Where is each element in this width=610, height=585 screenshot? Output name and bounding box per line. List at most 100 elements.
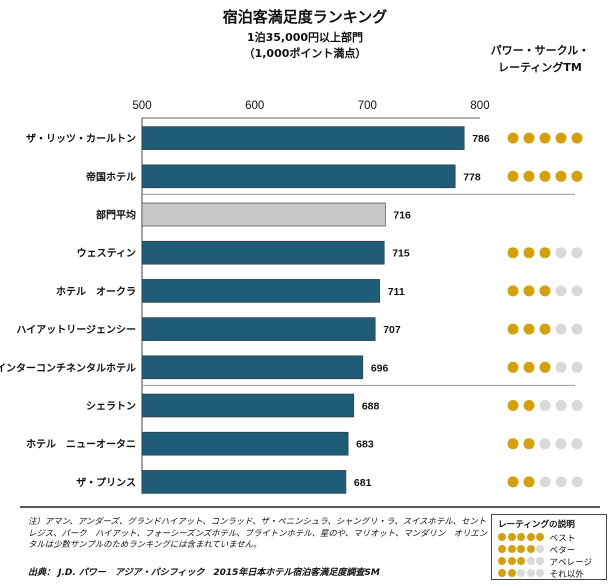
- legend-dot: [526, 556, 535, 565]
- rating-dot: [555, 247, 567, 259]
- rating-dot: [555, 285, 567, 297]
- rating-dot: [507, 361, 519, 373]
- bar: [141, 393, 355, 418]
- legend-row-other: それ以外: [498, 568, 584, 580]
- rating-dot: [507, 400, 519, 411]
- legend-dots-better: [498, 544, 546, 556]
- rating-dot: [539, 247, 551, 259]
- rating-dot: [539, 170, 551, 182]
- rating-dot: [555, 476, 567, 488]
- category-label: ホテル ニューオータニ: [26, 439, 136, 451]
- rating-dot: [571, 132, 583, 144]
- legend-row-better: ベター: [498, 544, 575, 556]
- bar: [141, 279, 381, 303]
- legend-dots-other: [498, 568, 546, 580]
- legend-dot: [536, 556, 544, 565]
- category-label: 部門平均: [96, 209, 136, 222]
- rating-dot: [539, 323, 551, 335]
- rating-dot: [539, 285, 551, 297]
- rating-dot: [523, 438, 535, 450]
- bar: [141, 431, 349, 456]
- category-label: シェラトン: [86, 401, 136, 413]
- data-label: 707: [383, 324, 401, 336]
- legend-dot: [517, 544, 525, 553]
- chart-title: 宿泊客満足度ランキング: [222, 8, 388, 26]
- category-label: インターコンチネンタルホテル: [0, 362, 136, 374]
- rating-dot: [571, 285, 583, 297]
- rating-dot: [571, 476, 583, 488]
- rating-dot: [523, 247, 535, 259]
- data-label: 786: [472, 133, 490, 145]
- rating-dot: [539, 400, 551, 411]
- x-tick-label: 700: [358, 100, 377, 112]
- data-label: 681: [354, 477, 372, 489]
- x-tick-label: 800: [470, 100, 489, 112]
- rating-dot: [523, 170, 535, 182]
- rating-dot: [507, 438, 519, 450]
- chart-subtitle: 1泊35,000円以上部門: [246, 31, 364, 44]
- rating-dot: [507, 247, 519, 259]
- x-tick-label: 600: [245, 100, 264, 112]
- data-label: 683: [356, 439, 374, 451]
- rating-dot: [539, 361, 551, 373]
- rating-dot: [539, 476, 551, 488]
- rating-dot: [507, 476, 519, 488]
- rating-dot: [555, 438, 567, 450]
- legend-dot: [498, 532, 506, 541]
- rating-dot: [507, 170, 519, 182]
- rating-dot: [523, 400, 535, 411]
- legend-dot: [507, 556, 516, 565]
- category-label: ハイアットリージェンシー: [16, 324, 136, 336]
- rating-dot: [523, 361, 535, 373]
- rating-dot: [523, 476, 535, 488]
- legend-dot: [526, 544, 535, 553]
- bar: [141, 470, 347, 494]
- legend-dot: [517, 568, 525, 577]
- legend-label-average: アベレージ: [549, 558, 593, 568]
- data-label: 688: [362, 401, 380, 413]
- bar-chart: 500 600 700 800 ザ・リッツ・カールトン 786 帝国ホテル 778 部門平均 71…: [0, 100, 600, 508]
- legend-dot: [536, 532, 544, 541]
- rating-dot: [571, 361, 583, 373]
- rating-dot: [507, 285, 519, 297]
- category-label: 帝国ホテル: [86, 170, 136, 183]
- category-label: ホテル オークラ: [56, 286, 136, 298]
- legend-row-average: アベレージ: [498, 556, 592, 568]
- category-label: ザ・プリンス: [76, 476, 136, 489]
- bar: [141, 164, 456, 189]
- rating-dot: [523, 285, 535, 297]
- power-circle-title-line1: パワー・サークル・: [490, 44, 590, 57]
- bar: [141, 240, 385, 265]
- power-circle-rating-title: パワー・サークル・ レーティングTM: [480, 42, 600, 76]
- legend-dots-average: [498, 556, 546, 568]
- chart-subtitle-points: （1,000ポイント満点）: [243, 47, 367, 60]
- bar: [141, 355, 364, 380]
- rating-dot: [523, 323, 535, 335]
- legend-dot: [507, 568, 516, 577]
- rating-dot: [507, 323, 519, 335]
- bar: [141, 202, 386, 227]
- category-label: ウェスティン: [77, 248, 136, 260]
- legend-dots-best: [498, 532, 546, 544]
- x-tick-label: 500: [132, 100, 151, 112]
- legend-dot: [517, 556, 525, 565]
- rating-dot: [571, 170, 583, 182]
- legend-dot: [536, 568, 544, 577]
- legend-label-better: ベター: [549, 546, 576, 556]
- data-label: 715: [392, 248, 410, 260]
- legend-title: レーティングの説明: [498, 520, 575, 530]
- data-label: 711: [388, 286, 405, 298]
- footnote: 注）アマン、アンダーズ、グランドハイアット、コンラッド、ザ・ペニンシュラ、シャン…: [28, 516, 488, 549]
- legend-dot: [498, 568, 506, 577]
- legend-dot: [498, 544, 506, 553]
- legend-label-other: それ以外: [549, 570, 584, 580]
- rating-dot: [555, 132, 567, 144]
- rating-dot: [571, 400, 583, 411]
- data-label: 716: [393, 210, 411, 222]
- rating-dot: [571, 438, 583, 450]
- legend-dot: [526, 568, 535, 577]
- legend-dot: [507, 532, 516, 541]
- bar: [141, 126, 465, 150]
- source-note: 出典： J.D. パワー アジア・パシフィック 2015年日本ホテル宿泊客満足度…: [28, 568, 380, 578]
- power-circle-title-line2: レーティングTM: [498, 61, 582, 74]
